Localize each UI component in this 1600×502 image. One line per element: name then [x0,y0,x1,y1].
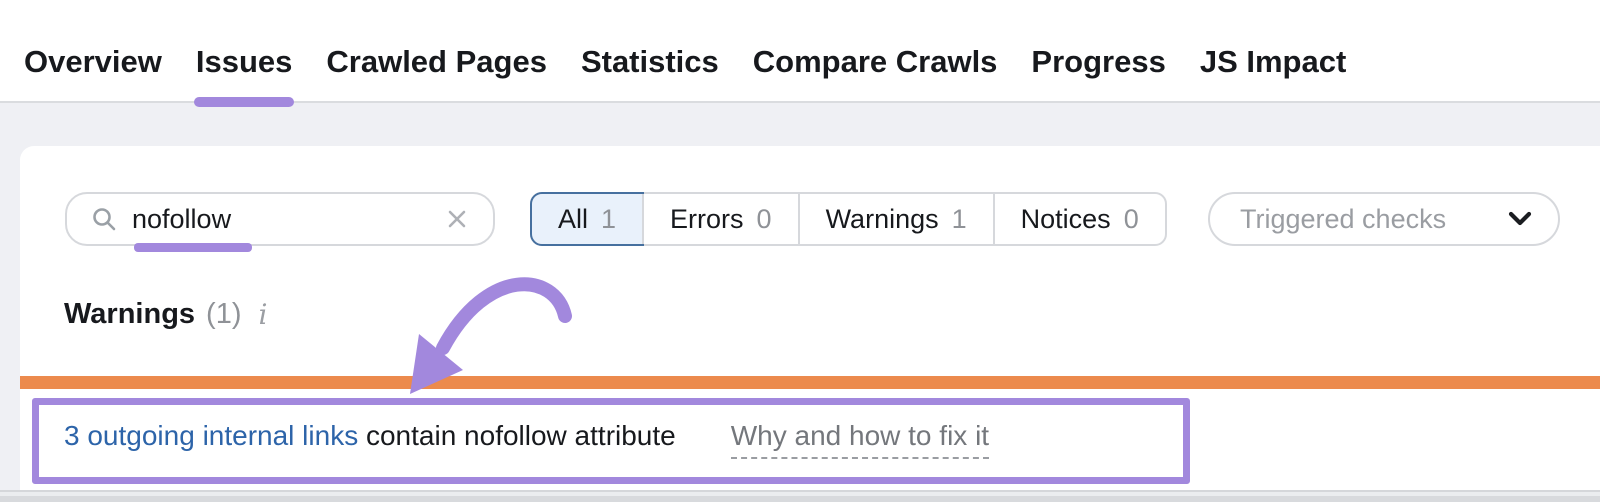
issue-row: 3 outgoing internal links contain nofoll… [64,418,1560,459]
issue-text: 3 outgoing internal links contain nofoll… [64,418,676,454]
warnings-title: Warnings [64,298,196,330]
tab-overview[interactable]: Overview [24,43,162,79]
tab-progress[interactable]: Progress [1031,43,1166,79]
filter-errors-label: Errors [670,203,744,234]
tab-issues[interactable]: Issues [193,22,294,107]
warnings-count: (1) [206,298,242,330]
bottom-divider [0,490,1600,496]
filter-notices-count: 0 [1123,203,1139,234]
issue-count-link[interactable]: 3 outgoing internal links [64,420,359,451]
tab-crawled-pages[interactable]: Crawled Pages [326,43,547,79]
tab-statistics[interactable]: Statistics [580,43,719,79]
filter-warnings-count: 1 [951,203,967,234]
severity-filter-group: All 1 Errors 0 Warnings 1 Notices 0 [529,192,1167,246]
bottom-edge [0,496,1600,502]
filter-notices-label: Notices [1020,203,1111,234]
filter-notices[interactable]: Notices 0 [992,194,1165,244]
issue-search-input[interactable] [132,203,441,235]
audit-tab-bar: Overview Issues Crawled Pages Statistics… [0,0,1600,107]
chevron-down-icon [1508,211,1532,226]
info-icon[interactable]: i [258,297,268,331]
filter-warnings[interactable]: Warnings 1 [797,194,993,244]
issue-search-box [65,192,495,246]
tab-js-impact[interactable]: JS Impact [1199,43,1347,79]
filter-all-count: 1 [601,203,617,234]
warnings-severity-bar [20,376,1600,389]
issues-panel: All 1 Errors 0 Warnings 1 Notices 0 Trig… [20,146,1600,490]
filter-errors-count: 0 [756,203,772,234]
triggered-checks-label: Triggered checks [1240,203,1447,234]
why-how-to-fix-link[interactable]: Why and how to fix it [730,418,990,459]
issue-description: contain nofollow attribute [358,420,676,451]
filter-warnings-label: Warnings [825,203,939,234]
filter-all[interactable]: All 1 [529,192,645,246]
tab-compare-crawls[interactable]: Compare Crawls [752,43,998,79]
magnifier-icon [93,208,116,231]
triggered-checks-dropdown[interactable]: Triggered checks [1208,192,1560,246]
filter-errors[interactable]: Errors 0 [642,194,798,244]
clear-search-icon[interactable] [441,203,473,235]
filter-all-label: All [558,203,589,234]
warnings-section-header: Warnings (1) i [64,298,267,331]
